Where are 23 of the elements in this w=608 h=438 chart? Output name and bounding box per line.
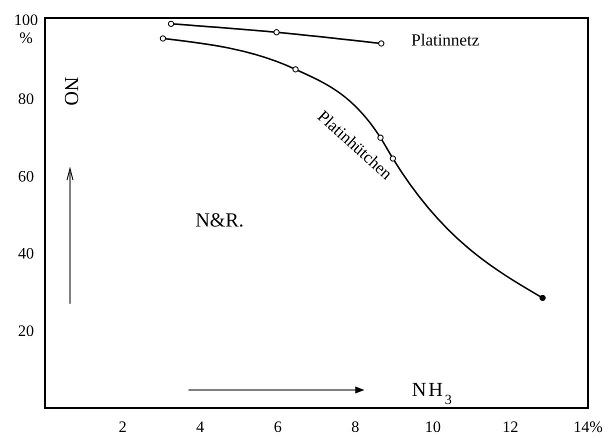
y-axis-title: NO [60, 76, 82, 106]
x-tick-label: 8 [351, 419, 360, 436]
x-tick-label: 2 [118, 419, 127, 436]
point [160, 35, 166, 42]
annotation: N&R. [195, 210, 244, 232]
point [378, 40, 384, 47]
point [292, 66, 299, 72]
x-tick-label: 6 [274, 419, 282, 436]
y-tick-label: 60 [18, 168, 34, 186]
point [390, 155, 396, 162]
x-tick-label: 10 [424, 419, 441, 436]
y-tick-label: 20 [18, 322, 34, 340]
point [273, 29, 280, 36]
y-tick-label: 80 [18, 91, 34, 108]
point [168, 20, 174, 27]
series-label: Platinnetz [411, 30, 480, 50]
y-tick-label: 40 [18, 246, 34, 263]
point [540, 294, 546, 302]
x-tick-label: 14% [573, 419, 603, 436]
y-tick-label: 100 % [14, 12, 38, 47]
x-tick-label: 12 [502, 419, 518, 436]
x-axis-title: NH$_{3}$ [412, 379, 454, 408]
x-tick-label: 4 [196, 419, 204, 436]
